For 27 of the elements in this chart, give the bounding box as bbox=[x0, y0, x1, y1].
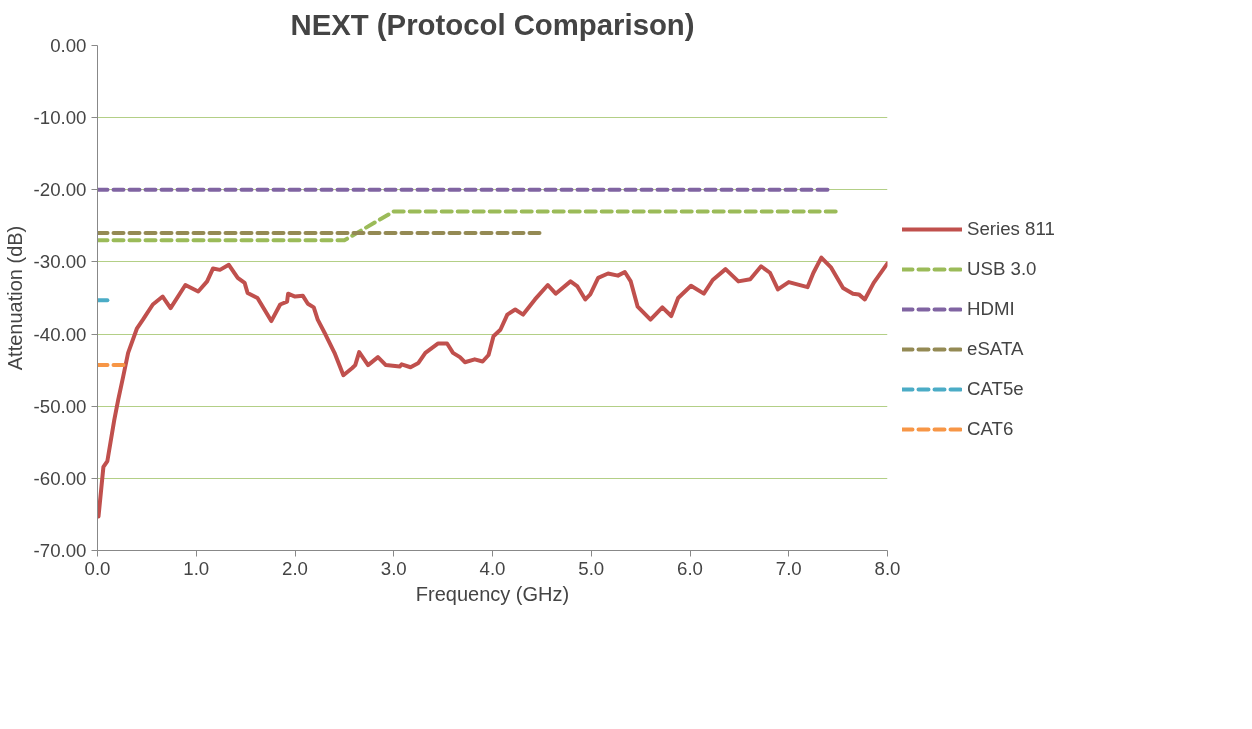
x-tick-label: 8.0 bbox=[874, 557, 901, 579]
x-tick-label: 7.0 bbox=[775, 557, 802, 579]
y-tick-label: -70.00 bbox=[33, 540, 87, 561]
legend-label: eSATA bbox=[967, 338, 1024, 360]
y-tick-label: -10.00 bbox=[33, 107, 87, 129]
legend-label: Series 811 bbox=[967, 218, 1055, 240]
x-tick-label: 6.0 bbox=[677, 557, 703, 579]
line-series bbox=[97, 255, 888, 519]
x-axis-title: Frequency (GHz) bbox=[415, 582, 570, 605]
y-tick-label: -60.00 bbox=[33, 467, 87, 489]
x-tick-label: 0.0 bbox=[84, 557, 111, 579]
y-tick-label: 0.00 bbox=[50, 35, 87, 56]
x-tick-label: 2.0 bbox=[282, 557, 308, 579]
x-tick-label: 4.0 bbox=[479, 557, 506, 579]
legend-label: CAT6 bbox=[967, 418, 1014, 440]
x-tick-label: 1.0 bbox=[183, 557, 210, 579]
legend-label: CAT5e bbox=[967, 378, 1024, 400]
chart-title: NEXT (Protocol Comparison) bbox=[290, 7, 695, 41]
legend-label: USB 3.0 bbox=[967, 258, 1037, 280]
y-tick-label: -50.00 bbox=[33, 395, 87, 417]
y-axis-title: Attenuation (dB) bbox=[3, 225, 26, 371]
y-tick-label: -20.00 bbox=[33, 179, 87, 201]
legend-label: HDMI bbox=[967, 298, 1015, 320]
y-tick-label: -30.00 bbox=[33, 251, 87, 273]
y-tick-label: -40.00 bbox=[33, 323, 87, 345]
x-tick-label: 5.0 bbox=[578, 557, 605, 579]
x-tick-label: 3.0 bbox=[380, 557, 407, 579]
